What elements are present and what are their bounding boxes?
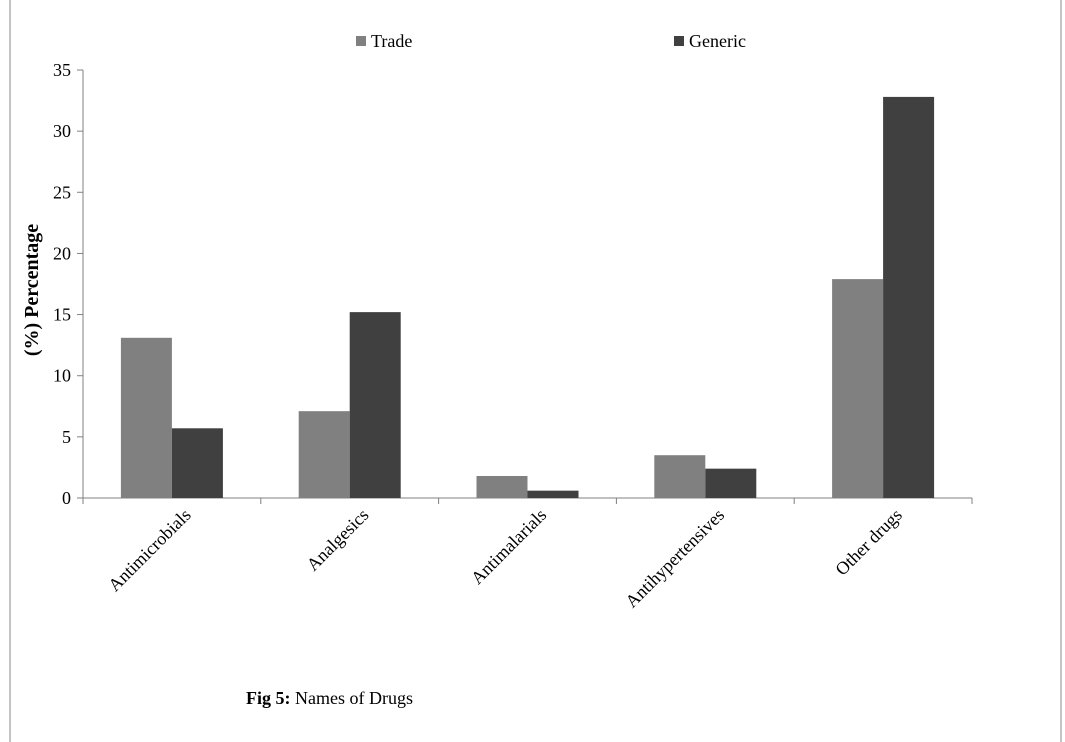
caption-prefix: Fig 5:: [246, 688, 291, 708]
x-category-label: Other drugs: [831, 505, 906, 580]
y-tick-label: 35: [53, 60, 71, 80]
x-category-label: Antihypertensives: [621, 505, 728, 612]
legend-label-trade: Trade: [371, 31, 412, 51]
legend-swatch-generic: [674, 36, 684, 46]
bar-trade-antimicrobials: [120, 337, 172, 498]
y-tick-label: 10: [53, 366, 71, 386]
figure-caption: Fig 5: Names of Drugs: [246, 688, 413, 709]
legend-label-generic: Generic: [689, 31, 746, 51]
bar-generic-antimicrobials: [171, 428, 223, 498]
y-tick-label: 30: [53, 121, 71, 141]
x-category-label: Analgesics: [303, 505, 373, 575]
legend-swatch-trade: [356, 36, 366, 46]
x-category-label: Antimalarials: [467, 505, 550, 588]
y-tick-label: 0: [62, 488, 71, 508]
bar-generic-analgesics: [349, 312, 401, 498]
bar-generic-other-drugs: [883, 96, 935, 498]
caption-text: Names of Drugs: [290, 688, 413, 708]
bar-generic-antimalarials: [527, 490, 579, 498]
x-category-label: Antimicrobials: [104, 505, 194, 595]
bar-trade-antimalarials: [476, 475, 528, 498]
bar-trade-other-drugs: [832, 279, 884, 498]
y-tick-label: 15: [53, 305, 71, 325]
y-tick-label: 5: [62, 427, 71, 447]
y-tick-label: 25: [53, 182, 71, 202]
y-tick-label: 20: [53, 243, 71, 263]
bar-trade-analgesics: [298, 411, 350, 498]
bar-generic-antihypertensives: [705, 468, 757, 498]
bar-trade-antihypertensives: [654, 455, 706, 498]
y-axis-title: (%) Percentage: [21, 224, 43, 356]
